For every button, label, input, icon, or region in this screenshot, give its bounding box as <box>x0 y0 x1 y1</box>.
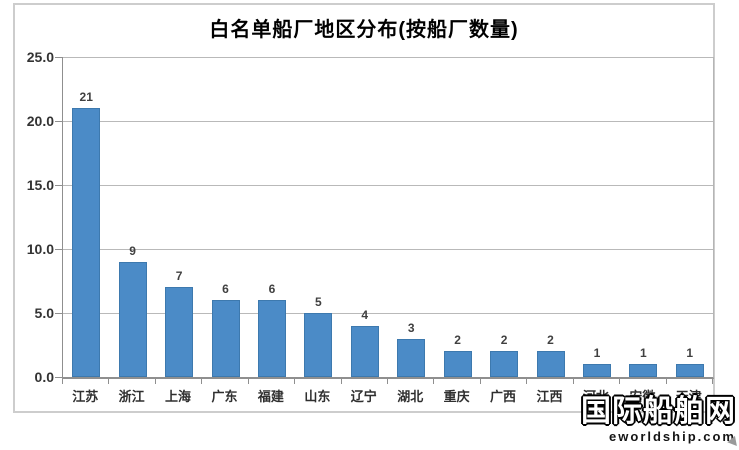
bar-value-label: 2 <box>500 333 508 348</box>
bar <box>536 351 565 377</box>
x-axis-tick <box>619 378 620 384</box>
x-axis-tick <box>62 378 63 384</box>
x-axis-tick <box>573 378 574 384</box>
x-axis-category-label: 辽宁 <box>350 389 377 404</box>
gridline <box>63 185 713 186</box>
bar <box>165 287 194 377</box>
y-axis-tick-label: 15.0 <box>26 177 54 193</box>
y-axis-tick <box>55 249 62 250</box>
y-axis-tick <box>55 185 62 186</box>
x-axis-category-label: 山东 <box>304 389 331 404</box>
x-axis-category-label: 河北 <box>582 389 609 404</box>
bar-value-label: 1 <box>593 346 601 361</box>
gridline <box>63 57 713 58</box>
bar-value-label: 21 <box>79 90 93 105</box>
plot-area: 21 9 7 6 6 5 4 3 2 2 2 1 1 1 <box>62 57 714 379</box>
bar-value-label: 5 <box>315 295 322 309</box>
x-axis-category-label: 广东 <box>211 389 238 404</box>
bar-value-label: 7 <box>175 269 183 284</box>
bar-value-label: 6 <box>268 282 276 297</box>
x-axis-tick <box>387 378 388 384</box>
bar-value-label: 2 <box>454 333 461 348</box>
bar-value-label: 1 <box>640 346 647 361</box>
y-axis-tick-label: 5.0 <box>34 305 54 321</box>
bar <box>257 300 286 377</box>
bar <box>582 364 611 377</box>
chart-title: 白名单船厂地区分布(按船厂数量) <box>209 19 519 41</box>
y-axis-tick <box>55 377 62 378</box>
y-axis-tick <box>55 313 62 314</box>
x-axis-category-label: 湖北 <box>397 389 424 404</box>
x-axis-tick <box>526 378 527 384</box>
bar-value-label: 1 <box>686 346 694 361</box>
bar <box>490 351 519 377</box>
bar <box>350 325 379 377</box>
x-axis-category-label: 广西 <box>490 389 517 404</box>
x-axis-category-label: 安徽 <box>629 389 656 404</box>
bar-value-label: 3 <box>407 320 415 335</box>
x-axis-category-label: 上海 <box>165 389 192 404</box>
bar <box>397 338 426 377</box>
x-axis-tick <box>248 378 249 384</box>
x-axis-tick <box>201 378 202 384</box>
watermark-en-text: eworldship.com <box>609 429 736 444</box>
x-axis-tick <box>155 378 156 384</box>
bar <box>118 261 147 377</box>
y-axis-tick-label: 10.0 <box>26 241 54 257</box>
bar <box>629 364 658 377</box>
x-axis-tick <box>666 378 667 384</box>
bar <box>675 364 704 377</box>
bar-value-label: 2 <box>547 333 554 348</box>
bar-value-label: 9 <box>129 243 136 258</box>
x-axis-category-label: 重庆 <box>443 389 470 404</box>
watermark: 国际船舶网 eworldship.com <box>581 395 736 443</box>
x-axis-tick <box>433 378 434 384</box>
x-axis-category-label: 浙江 <box>118 389 145 404</box>
x-axis-category-label: 江苏 <box>72 389 99 404</box>
y-axis-tick-label: 20.0 <box>26 113 54 129</box>
x-axis-tick <box>480 378 481 384</box>
y-axis-tick-label: 0.0 <box>34 369 54 385</box>
y-axis-tick <box>55 57 62 58</box>
bar <box>72 108 101 377</box>
bar <box>443 351 472 377</box>
x-axis-tick <box>712 378 713 384</box>
x-axis-tick <box>294 378 295 384</box>
x-axis-category-label: 江西 <box>536 389 563 404</box>
x-axis-tick <box>341 378 342 384</box>
y-axis-tick <box>55 121 62 122</box>
x-axis-tick <box>108 378 109 384</box>
gridline <box>63 249 713 250</box>
gridline <box>63 121 713 122</box>
bar-value-label: 4 <box>361 307 369 322</box>
gridline <box>63 313 713 314</box>
bar-value-label: 6 <box>222 282 229 297</box>
bar <box>211 300 240 377</box>
y-axis-tick-label: 25.0 <box>26 49 54 65</box>
x-axis-category-label: 福建 <box>257 389 284 404</box>
x-axis-category-label: 天津 <box>675 389 702 404</box>
watermark-cn-text: 国际船舶网 <box>581 395 736 428</box>
bar <box>304 313 333 377</box>
